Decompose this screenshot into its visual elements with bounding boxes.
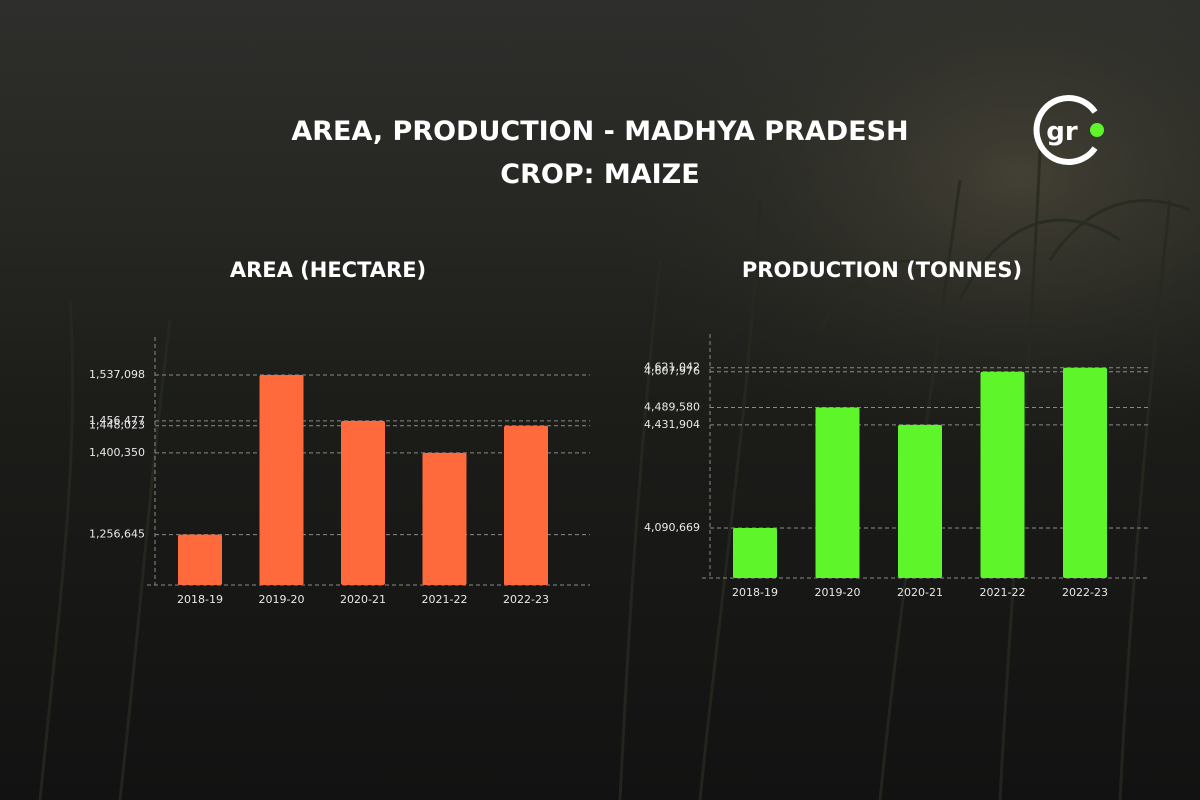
value-label: 4,090,669 (644, 521, 700, 534)
chart-title: AREA (HECTARE) (230, 258, 426, 282)
value-label: 1,400,350 (89, 446, 145, 459)
chart-title: PRODUCTION (TONNES) (742, 258, 1022, 282)
page-title: AREA, PRODUCTION - MADHYA PRADESH (291, 116, 908, 147)
x-tick-label: 2021-22 (980, 586, 1026, 599)
value-label: 4,431,904 (644, 418, 700, 431)
logo-ring (1033, 95, 1098, 165)
x-tick-label: 2018-19 (732, 586, 778, 599)
logo: gr (1033, 95, 1104, 165)
value-label: 1,256,645 (89, 528, 145, 541)
x-tick-label: 2020-21 (340, 593, 386, 606)
bar (259, 375, 304, 585)
x-tick-label: 2021-22 (422, 593, 468, 606)
bar (815, 407, 860, 578)
x-tick-label: 2018-19 (177, 593, 223, 606)
bar (898, 424, 942, 578)
bar (733, 527, 777, 578)
bar (980, 371, 1025, 578)
value-label: 1,537,098 (89, 368, 145, 381)
bar (341, 420, 385, 585)
bar (1063, 367, 1107, 578)
value-label: 1,456,477 (89, 414, 145, 427)
logo-text: gr (1046, 117, 1078, 147)
x-tick-label: 2022-23 (503, 593, 549, 606)
page-subtitle: CROP: MAIZE (500, 159, 699, 190)
value-label: 4,489,580 (644, 400, 700, 413)
x-tick-label: 2019-20 (259, 593, 305, 606)
x-tick-label: 2022-23 (1062, 586, 1108, 599)
field-decoration (38, 149, 1191, 800)
value-label: 1,448,023 (89, 419, 145, 432)
value-label: 4,607,976 (644, 365, 700, 378)
bar (422, 452, 467, 585)
value-label: 4,621,042 (644, 361, 700, 374)
logo-dot (1090, 123, 1104, 137)
x-tick-label: 2020-21 (897, 586, 943, 599)
bar (504, 425, 548, 585)
x-tick-label: 2019-20 (815, 586, 861, 599)
bar (178, 534, 222, 585)
